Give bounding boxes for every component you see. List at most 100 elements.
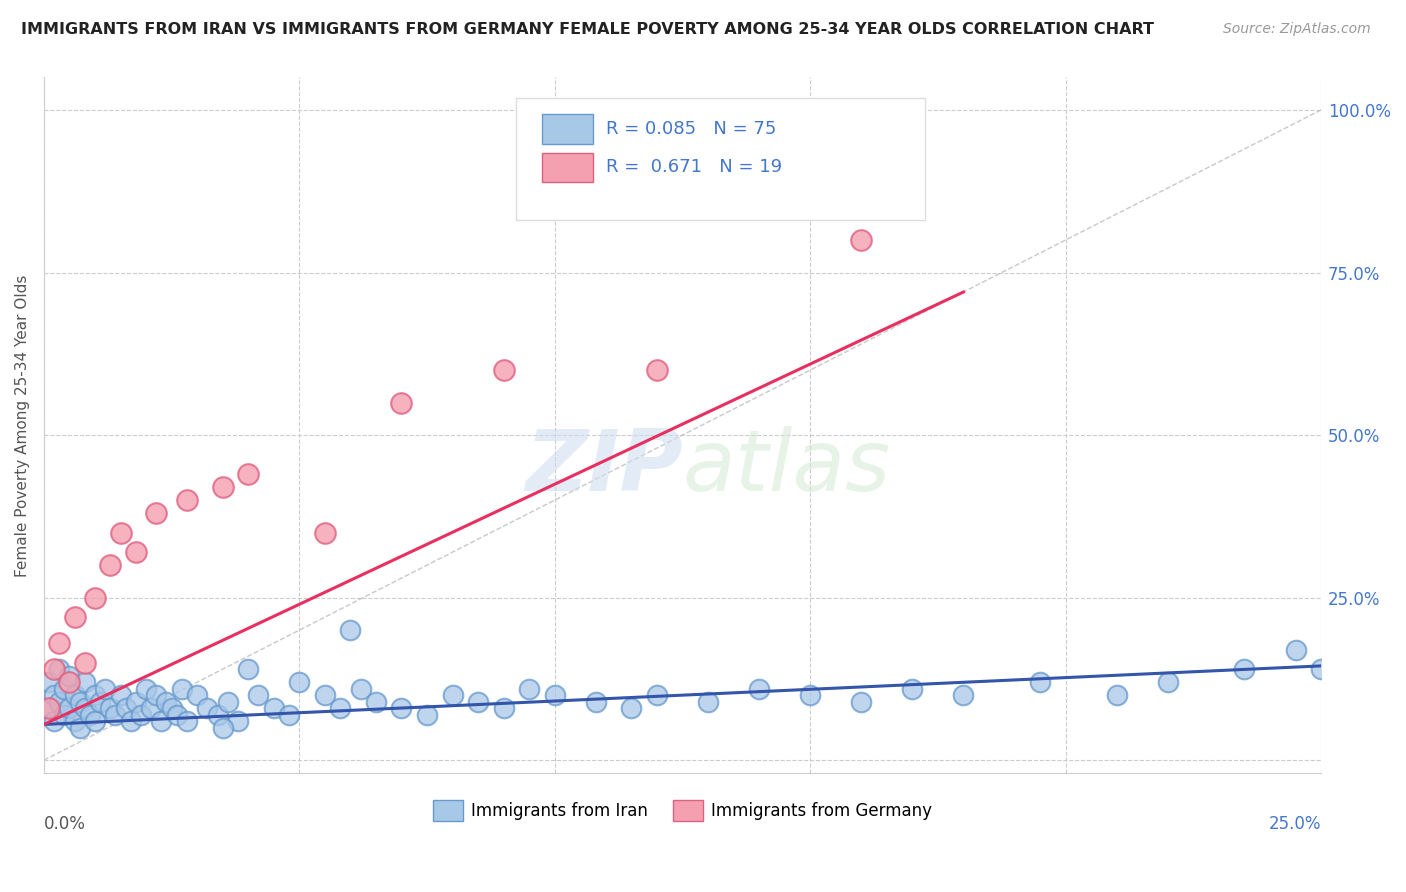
Point — [314, 688, 336, 702]
Point — [63, 714, 86, 728]
Point — [42, 662, 65, 676]
Point — [94, 681, 117, 696]
Point — [89, 695, 111, 709]
Point — [1105, 688, 1128, 702]
Point — [211, 480, 233, 494]
Point — [952, 688, 974, 702]
Point — [288, 675, 311, 690]
Point — [207, 707, 229, 722]
Point — [226, 714, 249, 728]
Text: atlas: atlas — [682, 425, 890, 508]
Text: ZIP: ZIP — [524, 425, 682, 508]
Point — [104, 707, 127, 722]
Point — [339, 623, 361, 637]
Point — [160, 701, 183, 715]
Point — [176, 714, 198, 728]
Point — [416, 707, 439, 722]
Point — [38, 701, 60, 715]
Point — [155, 695, 177, 709]
Point — [329, 701, 352, 715]
Point — [1284, 642, 1306, 657]
Point — [1157, 675, 1180, 690]
Point — [544, 688, 567, 702]
Point — [195, 701, 218, 715]
Point — [247, 688, 270, 702]
Point — [48, 662, 70, 676]
Point — [79, 707, 101, 722]
Text: Source: ZipAtlas.com: Source: ZipAtlas.com — [1223, 22, 1371, 37]
Point — [851, 233, 873, 247]
Point — [391, 701, 413, 715]
Point — [73, 656, 96, 670]
Point — [98, 701, 121, 715]
Point — [69, 695, 91, 709]
Point — [48, 636, 70, 650]
Point — [53, 681, 76, 696]
Point — [186, 688, 208, 702]
Point — [176, 493, 198, 508]
Point — [145, 688, 167, 702]
Text: 0.0%: 0.0% — [44, 815, 86, 833]
Point — [1029, 675, 1052, 690]
Point — [48, 695, 70, 709]
Point — [73, 701, 96, 715]
FancyBboxPatch shape — [541, 114, 593, 144]
Text: IMMIGRANTS FROM IRAN VS IMMIGRANTS FROM GERMANY FEMALE POVERTY AMONG 25-34 YEAR : IMMIGRANTS FROM IRAN VS IMMIGRANTS FROM … — [21, 22, 1154, 37]
Point — [799, 688, 821, 702]
Point — [748, 681, 770, 696]
Point — [391, 395, 413, 409]
Text: 25.0%: 25.0% — [1268, 815, 1322, 833]
Point — [73, 675, 96, 690]
Point — [645, 363, 668, 377]
Point — [58, 668, 80, 682]
Point — [1233, 662, 1256, 676]
Point — [58, 675, 80, 690]
Point — [84, 591, 107, 605]
Point — [125, 545, 148, 559]
Point — [620, 701, 643, 715]
Point — [53, 707, 76, 722]
Point — [901, 681, 924, 696]
Y-axis label: Female Poverty Among 25-34 Year Olds: Female Poverty Among 25-34 Year Olds — [15, 274, 30, 576]
Point — [135, 681, 157, 696]
Point — [645, 688, 668, 702]
Point — [851, 695, 873, 709]
Point — [58, 701, 80, 715]
Point — [364, 695, 387, 709]
Point — [441, 688, 464, 702]
Point — [129, 707, 152, 722]
Point — [125, 695, 148, 709]
Legend: Immigrants from Iran, Immigrants from Germany: Immigrants from Iran, Immigrants from Ge… — [426, 794, 939, 828]
Point — [38, 675, 60, 690]
Point — [166, 707, 188, 722]
FancyBboxPatch shape — [516, 98, 925, 220]
Point — [492, 363, 515, 377]
Point — [145, 506, 167, 520]
Point — [114, 701, 136, 715]
Point — [69, 721, 91, 735]
Point — [84, 688, 107, 702]
Point — [349, 681, 371, 696]
Point — [42, 688, 65, 702]
Point — [150, 714, 173, 728]
Point — [63, 610, 86, 624]
Point — [63, 688, 86, 702]
Point — [110, 525, 132, 540]
Point — [585, 695, 607, 709]
Point — [170, 681, 193, 696]
Point — [263, 701, 285, 715]
Point — [1310, 662, 1333, 676]
Point — [238, 467, 260, 481]
Point — [517, 681, 540, 696]
Point — [120, 714, 142, 728]
Point — [42, 714, 65, 728]
Point — [697, 695, 720, 709]
Point — [238, 662, 260, 676]
Point — [217, 695, 239, 709]
Point — [110, 688, 132, 702]
Point — [278, 707, 301, 722]
Point — [467, 695, 489, 709]
Point — [211, 721, 233, 735]
FancyBboxPatch shape — [541, 153, 593, 182]
Point — [314, 525, 336, 540]
